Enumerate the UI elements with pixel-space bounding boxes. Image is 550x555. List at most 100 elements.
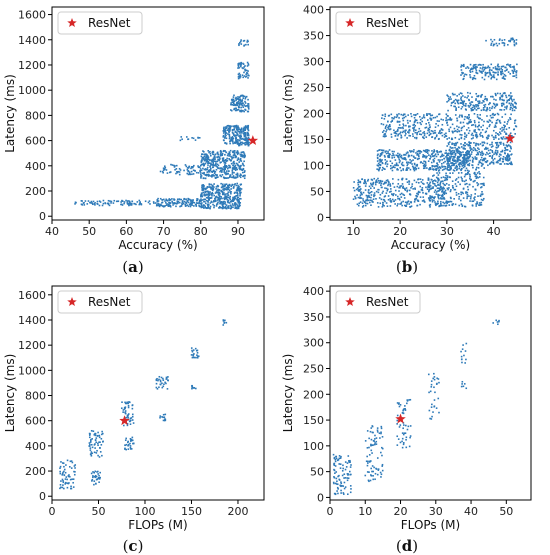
data-point xyxy=(394,164,396,166)
data-point xyxy=(481,141,484,144)
data-point xyxy=(130,448,133,450)
data-point xyxy=(188,171,191,174)
data-point xyxy=(332,481,335,484)
data-point xyxy=(445,135,448,138)
data-point xyxy=(401,157,404,160)
data-point xyxy=(246,61,249,64)
data-point xyxy=(475,158,477,160)
data-point xyxy=(372,181,375,184)
data-point xyxy=(439,188,441,191)
data-point xyxy=(397,164,399,167)
data-point xyxy=(499,163,501,165)
data-point xyxy=(93,471,95,474)
data-point xyxy=(387,156,390,159)
data-point xyxy=(235,99,237,102)
data-point xyxy=(488,125,491,128)
data-point xyxy=(98,478,101,480)
data-point xyxy=(428,154,430,156)
data-point xyxy=(476,202,479,205)
scatter-points xyxy=(74,39,250,210)
data-point xyxy=(432,116,435,119)
data-point xyxy=(446,124,449,126)
data-point xyxy=(502,75,505,78)
data-point xyxy=(234,104,236,106)
data-point xyxy=(236,102,239,105)
data-point xyxy=(446,101,448,103)
data-point xyxy=(501,42,504,44)
data-point xyxy=(446,154,448,157)
data-point xyxy=(468,116,470,119)
data-point xyxy=(451,123,454,126)
data-point xyxy=(98,474,100,477)
data-point xyxy=(431,153,433,155)
data-point xyxy=(225,159,227,161)
data-point xyxy=(456,141,459,144)
data-point xyxy=(402,185,404,188)
data-point xyxy=(431,150,433,152)
data-point xyxy=(409,193,412,196)
data-point xyxy=(383,204,385,207)
data-point xyxy=(237,152,240,154)
data-point xyxy=(460,176,463,179)
data-point xyxy=(443,187,445,190)
data-point xyxy=(393,132,396,134)
data-point xyxy=(457,181,460,183)
data-point xyxy=(165,204,168,206)
data-point xyxy=(473,130,476,133)
data-point xyxy=(423,137,425,140)
data-point xyxy=(458,116,461,118)
data-point xyxy=(405,178,408,180)
data-point xyxy=(369,191,372,194)
data-point xyxy=(476,95,478,98)
data-point xyxy=(83,204,86,206)
data-point xyxy=(435,185,438,187)
data-point xyxy=(201,194,203,197)
data-point xyxy=(413,149,415,151)
data-point xyxy=(125,443,128,446)
data-point xyxy=(372,474,374,477)
data-point xyxy=(462,344,464,346)
data-point xyxy=(367,199,370,202)
data-point xyxy=(241,130,243,133)
data-point xyxy=(157,202,159,205)
data-point xyxy=(196,202,199,204)
data-point xyxy=(487,65,490,68)
data-point xyxy=(411,163,413,165)
data-point xyxy=(96,435,99,437)
data-point xyxy=(473,180,475,183)
data-point xyxy=(185,198,187,200)
data-point xyxy=(234,177,236,179)
data-point xyxy=(129,417,132,420)
data-point xyxy=(382,149,384,152)
data-point xyxy=(385,187,388,190)
data-point xyxy=(244,128,247,130)
data-point xyxy=(198,201,200,204)
data-point xyxy=(477,176,479,179)
data-point xyxy=(243,153,246,156)
data-point xyxy=(244,134,247,136)
data-point xyxy=(240,109,243,112)
data-point xyxy=(147,201,150,204)
data-point xyxy=(433,151,435,153)
data-point xyxy=(240,155,242,158)
legend-star-icon xyxy=(67,18,77,28)
data-point xyxy=(239,158,242,160)
data-point xyxy=(384,200,386,203)
data-point xyxy=(397,438,400,440)
data-point xyxy=(221,157,224,160)
data-point xyxy=(409,162,411,164)
x-axis-label: FLOPs (M) xyxy=(401,518,460,532)
data-point xyxy=(425,123,427,125)
data-point xyxy=(446,166,449,169)
data-point xyxy=(423,163,426,166)
data-point xyxy=(448,187,450,189)
data-point xyxy=(472,134,475,137)
data-point xyxy=(437,190,439,192)
data-point xyxy=(234,195,237,197)
data-point xyxy=(222,166,225,168)
data-point xyxy=(448,137,450,139)
data-point xyxy=(215,162,217,165)
data-point xyxy=(479,102,481,104)
legend-label: ResNet xyxy=(88,295,131,309)
data-point xyxy=(396,402,399,404)
